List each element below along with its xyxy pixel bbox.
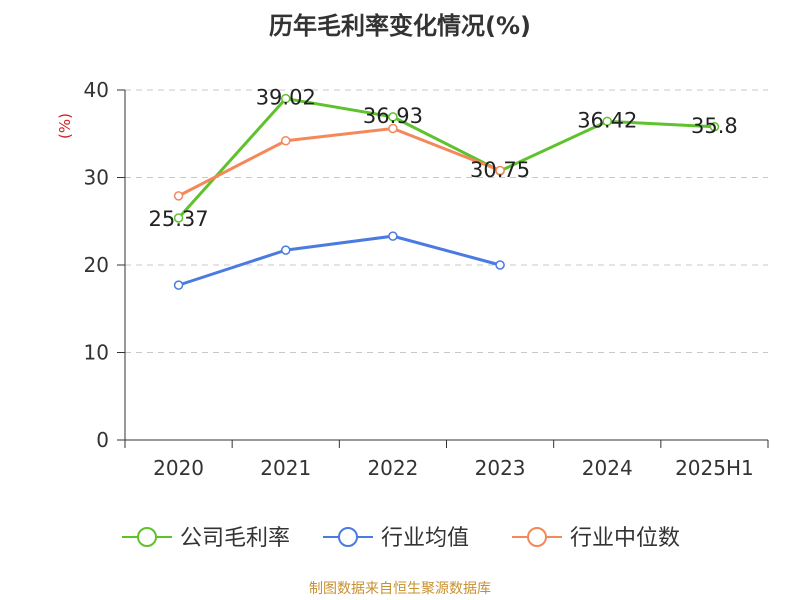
y-axis-label: (%): [56, 113, 74, 139]
data-point: [495, 165, 505, 176]
data-point: [173, 280, 184, 290]
y-tick-label: 40: [84, 78, 109, 102]
data-point: [388, 231, 398, 241]
data-label: 36.42: [577, 108, 637, 132]
x-tick-label: 2021: [260, 456, 311, 480]
legend-label: 公司毛利率: [180, 526, 290, 551]
data-label: 36.93: [363, 104, 423, 128]
x-tick-label: 2023: [475, 456, 526, 480]
data-label: 25.37: [149, 207, 209, 231]
data-point: [281, 245, 291, 255]
axes: 0 10 20 30 40 2020 2021 2022 2023 2024 2025H1: [84, 78, 769, 480]
legend-marker: [137, 527, 157, 547]
data-point: [495, 260, 505, 270]
series-line: [177, 127, 501, 198]
legend-marker: [527, 527, 547, 547]
data-point: [388, 112, 398, 122]
x-tick-label: 2024: [582, 456, 633, 480]
y-tick-label: 20: [84, 253, 109, 277]
data-point: [281, 136, 291, 146]
source-note: 制图数据来自恒生聚源数据库: [309, 581, 491, 597]
x-tick-label: 2022: [367, 456, 418, 480]
y-tick-label: 10: [84, 341, 109, 365]
data-point: [388, 123, 398, 134]
series: [173, 93, 720, 290]
data-labels: 25.37 39.02 36.93 30.75 36.42 35.8: [149, 86, 738, 231]
legend-label: 行业均值: [381, 526, 469, 551]
data-point: [173, 213, 184, 223]
data-label: 30.75: [470, 158, 530, 182]
data-point: [173, 191, 184, 201]
y-tick-label: 30: [84, 166, 109, 190]
series-line: [177, 97, 715, 220]
data-point: [602, 116, 612, 127]
x-tick-label: 2020: [153, 456, 204, 480]
legend-label: 行业中位数: [570, 526, 680, 551]
data-label: 35.8: [691, 114, 738, 138]
data-point: [281, 93, 291, 104]
chart-title: 历年毛利率变化情况(%): [269, 12, 531, 40]
y-tick-label: 0: [96, 428, 109, 452]
data-label: 39.02: [256, 86, 316, 110]
legend-marker: [338, 527, 358, 547]
data-point: [709, 122, 720, 132]
grid-lines: [125, 89, 768, 353]
x-tick-label: 2025H1: [675, 456, 754, 480]
series-line: [178, 234, 501, 287]
legend: 公司毛利率 行业均值 行业中位数: [122, 526, 680, 551]
